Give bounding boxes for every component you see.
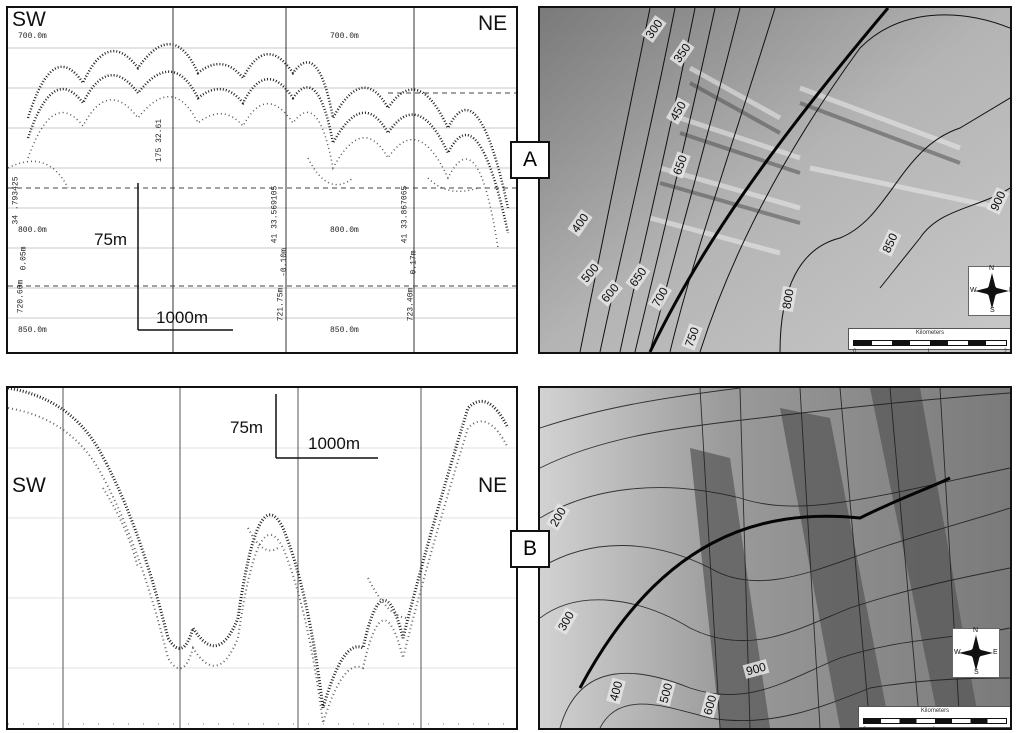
- profile-a-scale-horizontal: 1000m: [156, 308, 208, 327]
- map-a-scalebar-tick: 0: [853, 349, 857, 354]
- map-a: 300 350 450 650 400 500 600 650 700 750 …: [538, 6, 1012, 354]
- profile-a-vtext-1: 175 32.61: [155, 118, 165, 163]
- panel-badge-b: B: [510, 530, 550, 568]
- profile-a-vtext-7: 721.75m: [276, 287, 286, 322]
- profile-b: SW NE 75m 1000m: [6, 386, 518, 730]
- map-b-scalebar-caption: Kilometers: [920, 708, 950, 714]
- profile-a-label-sw: SW: [12, 8, 46, 31]
- profile-a-vtext-6: -0.10m: [279, 248, 289, 277]
- divider-a: [518, 6, 538, 354]
- map-a-compass-icon: N S W E: [968, 265, 1010, 316]
- profile-a-vtext-2: 34 .793425: [11, 176, 21, 225]
- profile-b-label-ne: NE: [478, 474, 508, 497]
- profile-a-depth-mid-mid: 800.0m: [330, 226, 359, 235]
- profile-a-depth-top-left: 700.0m: [18, 32, 47, 41]
- map-b-compass-icon: N S W E: [952, 627, 1000, 678]
- profile-a-vtext-3: 0.05m: [19, 246, 29, 271]
- map-b-compass-n: N: [973, 627, 979, 634]
- profile-a-scale-vertical: 75m: [94, 230, 128, 249]
- map-a-scalebar-tick: 1: [926, 349, 931, 354]
- profile-b-label-sw: SW: [12, 474, 46, 497]
- map-b-canvas: [540, 388, 1010, 728]
- map-a-compass-e: E: [1009, 287, 1010, 294]
- profile-a-vtext-8: 41 33.867065: [400, 185, 410, 244]
- map-a-canvas: [540, 8, 1010, 352]
- panel-badge-a: A: [510, 141, 550, 179]
- profile-a-vtext-9: 0.17m: [409, 250, 419, 275]
- profile-a-vtext-10: 723.40m: [406, 287, 416, 322]
- map-a-compass-n: N: [989, 265, 995, 272]
- map-b: 200 300 900 400 500 600 N S W E Kilomete…: [538, 386, 1012, 730]
- map-a-compass-w: W: [970, 287, 977, 294]
- profile-a-depth-bot-left: 850.0m: [18, 326, 47, 335]
- profile-b-canvas: [8, 388, 516, 728]
- map-b-compass-s: S: [974, 669, 979, 676]
- profile-b-scale-horizontal: 1000m: [308, 434, 360, 453]
- map-a-scalebar-tick: 2: [1003, 349, 1007, 354]
- profile-a-vtext-5: 41 33.569105: [270, 185, 280, 244]
- profile-a-vtext-4: 720.60m: [16, 279, 26, 314]
- profile-a-depth-top-mid: 700.0m: [330, 32, 359, 41]
- map-b-scalebar-tick: 0: [863, 727, 867, 730]
- map-a-scalebar-caption: Kilometers: [915, 330, 945, 336]
- map-b-scalebar-tick: 1: [932, 727, 936, 730]
- profile-a-depth-bot-mid: 850.0m: [330, 326, 359, 335]
- map-b-scalebar: Kilometers 0 1: [858, 706, 1010, 730]
- profile-b-scale-vertical: 75m: [230, 418, 264, 437]
- map-b-compass-w: W: [954, 649, 961, 656]
- profile-a-depth-mid-left: 800.0m: [18, 226, 47, 235]
- map-b-compass-e: E: [993, 649, 998, 656]
- profile-a: SW NE 700.0m 700.0m 800.0m 800.0m 850.0m…: [6, 6, 518, 354]
- profile-a-label-ne: NE: [478, 12, 508, 35]
- map-a-compass-s: S: [990, 307, 995, 314]
- map-b-scalebar-bar: [863, 718, 1007, 724]
- map-a-scalebar: Kilometers 0 1 2: [848, 328, 1010, 352]
- map-a-scalebar-bar: [853, 340, 1007, 346]
- profile-a-canvas: [8, 8, 516, 352]
